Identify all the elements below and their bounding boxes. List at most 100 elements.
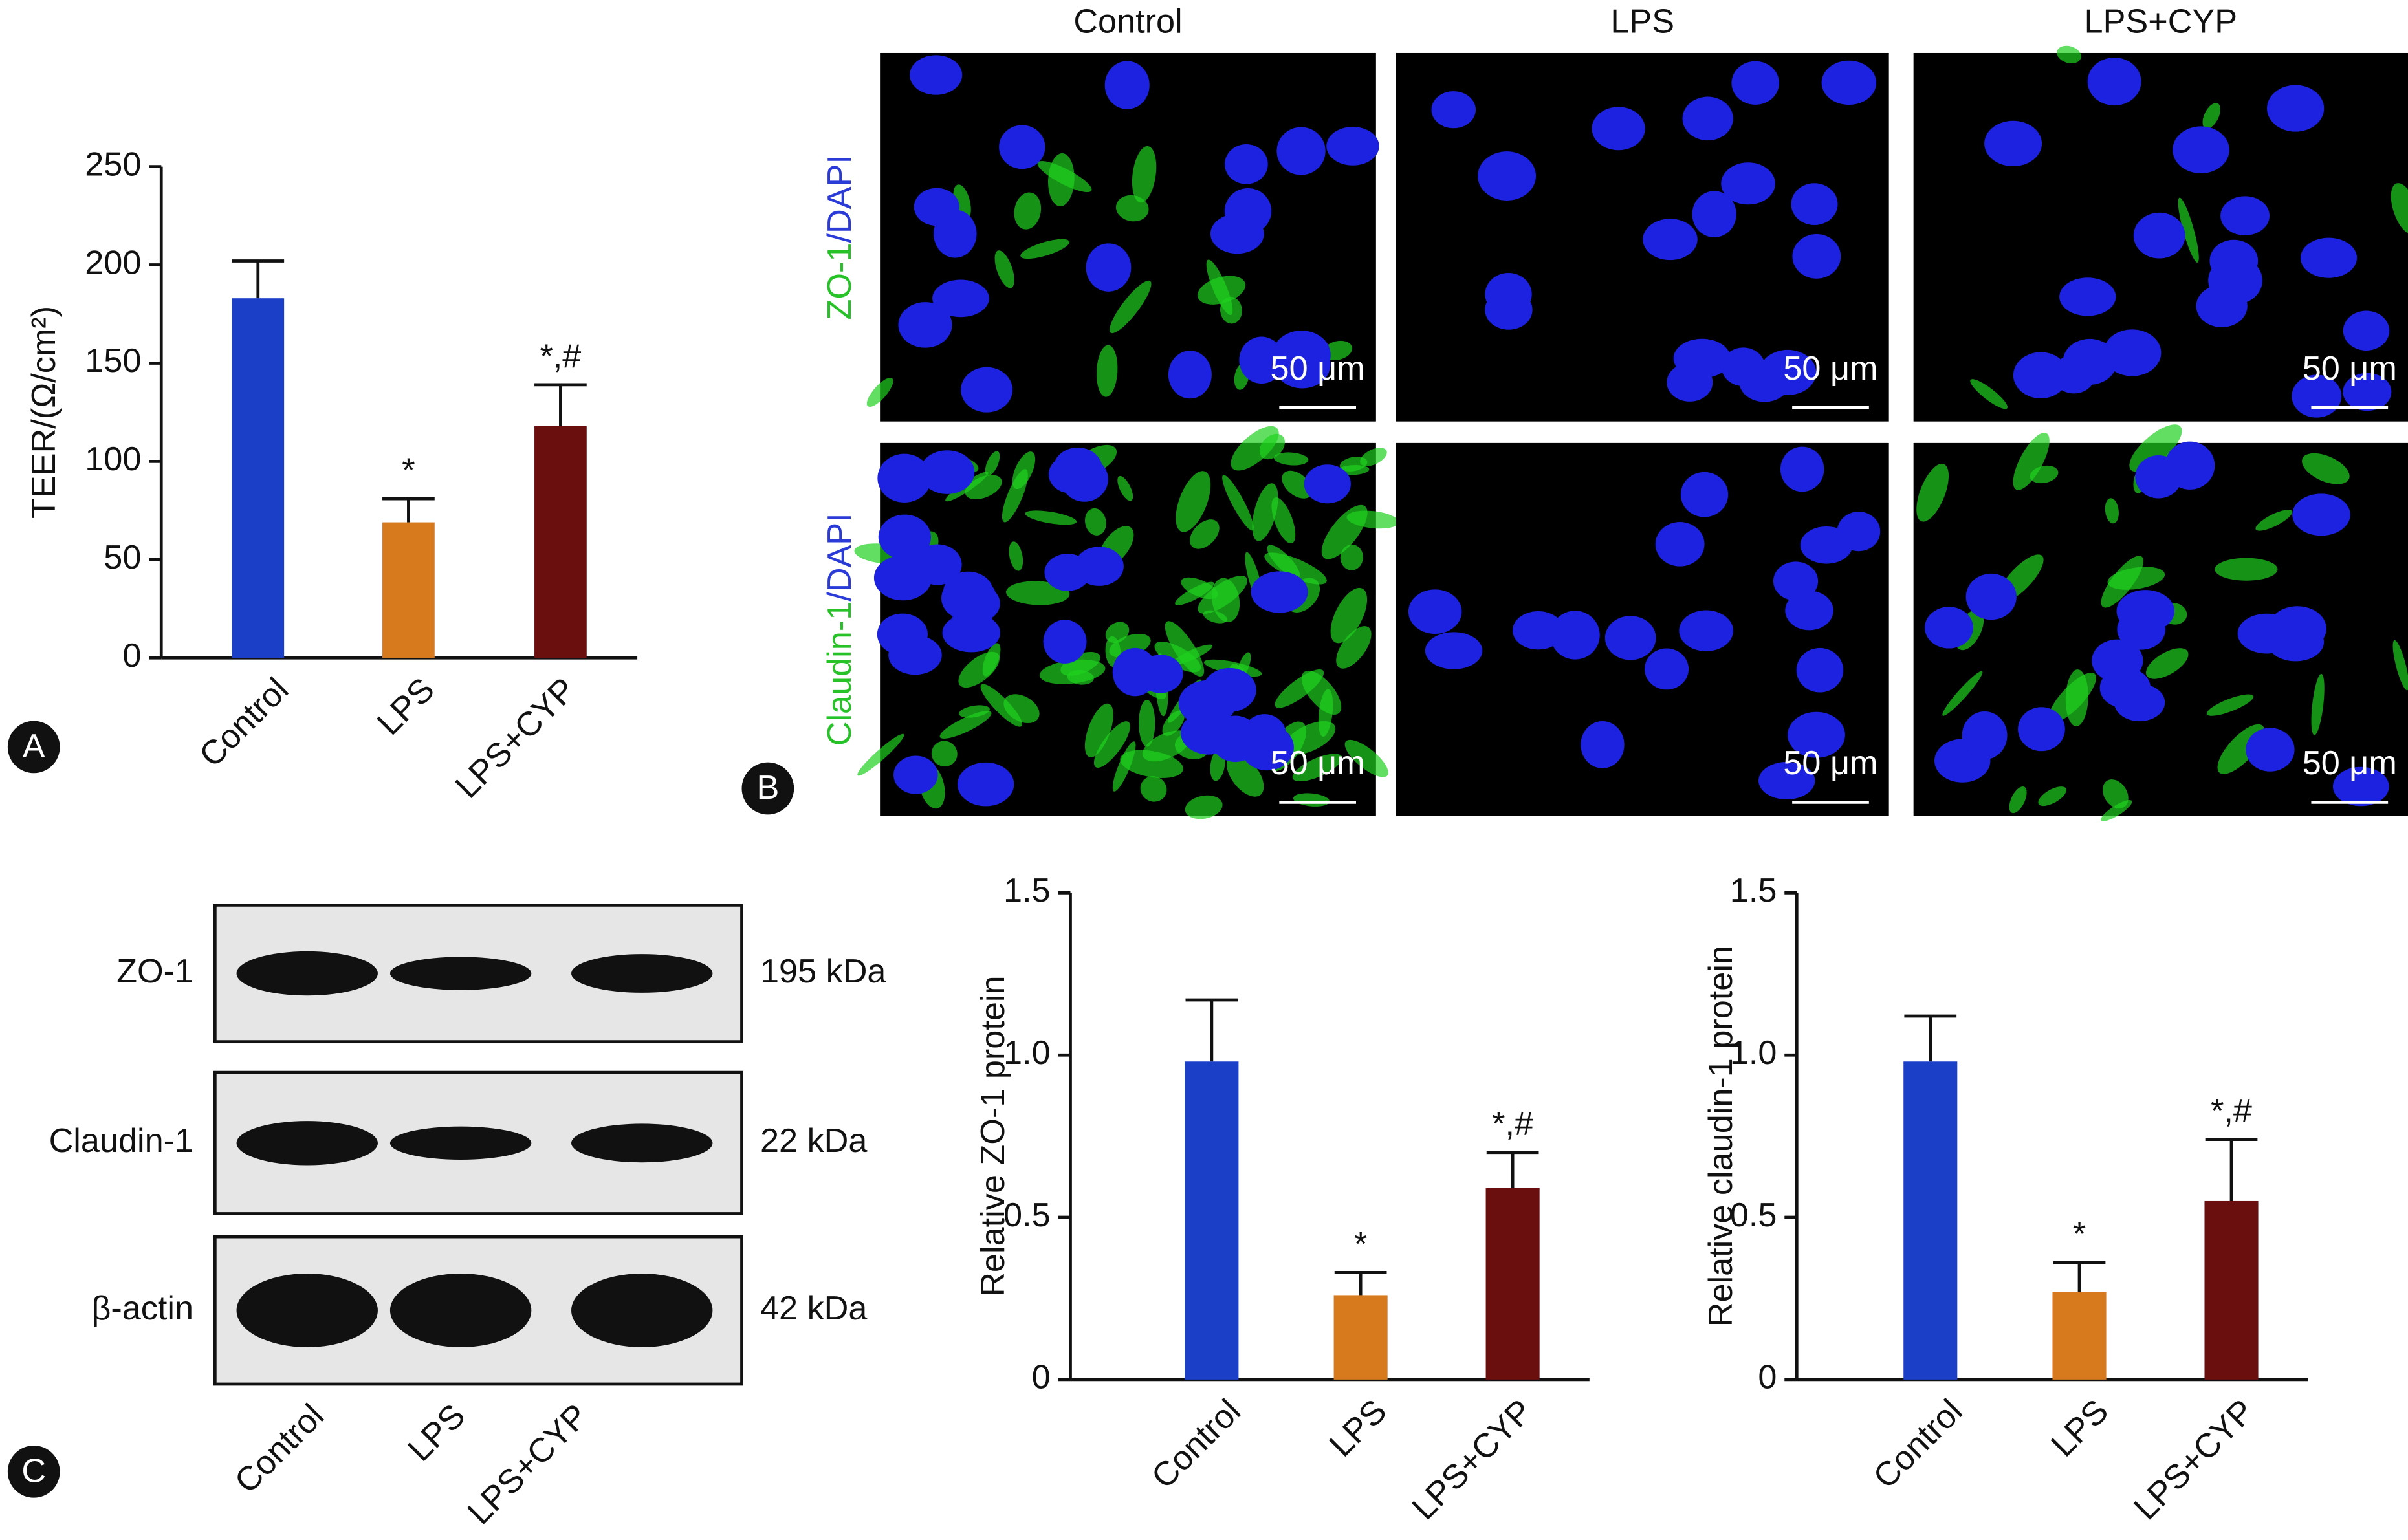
green-stain <box>1025 510 1077 525</box>
green-stain <box>980 684 1022 727</box>
panel-badge <box>7 721 60 774</box>
green-stain <box>958 651 1000 688</box>
x-tick-label: LPS <box>1322 1393 1394 1464</box>
protein-label: β-actin <box>91 1290 193 1327</box>
green-stain <box>1197 276 1246 305</box>
green-stain <box>1231 426 1279 471</box>
nucleus <box>1431 91 1476 129</box>
green-stain <box>1336 626 1372 669</box>
nucleus <box>2267 622 2325 662</box>
green-stain <box>2057 45 2081 63</box>
y-tick-label: 200 <box>85 244 141 281</box>
column-title: Control <box>1073 3 1182 41</box>
green-stain <box>2392 640 2408 691</box>
green-stain <box>1203 610 1227 624</box>
nucleus <box>2220 196 2270 235</box>
nucleus <box>2018 707 2065 752</box>
green-stain <box>994 250 1014 288</box>
band <box>236 951 378 996</box>
y-tick-label: 0 <box>1758 1359 1777 1396</box>
nucleus <box>2267 85 2325 132</box>
green-stain <box>931 741 958 767</box>
significance-label: *,# <box>1492 1105 1533 1143</box>
green-stain <box>1227 754 1264 797</box>
y-tick-label: 0 <box>1032 1359 1051 1396</box>
nucleus <box>1239 336 1284 384</box>
x-tick-label: Control <box>1866 1393 1970 1496</box>
nucleus <box>2165 441 2215 490</box>
nucleus <box>1512 611 1564 650</box>
x-tick-label: Control <box>1144 1393 1248 1496</box>
green-stain <box>1292 754 1342 782</box>
nucleus <box>1550 611 1600 660</box>
green-stain <box>1252 483 1278 541</box>
significance-label: * <box>2073 1216 2086 1253</box>
nucleus <box>1655 522 1705 567</box>
scale-bar-label: 50 μm <box>2303 744 2397 782</box>
green-stain <box>1301 670 1342 715</box>
nucleus <box>1104 61 1150 109</box>
panel-label: A <box>23 728 45 765</box>
green-stain <box>1093 721 1130 768</box>
green-stain <box>2129 424 2182 472</box>
x-tick-label: LPS <box>370 671 442 743</box>
nucleus <box>1796 647 1844 693</box>
nucleus <box>932 279 989 318</box>
lane-label: Control <box>228 1397 331 1501</box>
y-tick-label: 1.5 <box>1003 872 1051 909</box>
green-stain <box>2311 673 2325 735</box>
green-stain <box>2255 510 2293 531</box>
band <box>236 1274 378 1348</box>
bar <box>2204 1200 2259 1380</box>
nucleus <box>919 450 975 494</box>
nucleus <box>1112 647 1158 697</box>
nucleus <box>1773 561 1819 601</box>
bar <box>2052 1292 2107 1380</box>
nucleus <box>1682 96 1733 141</box>
nucleus <box>2087 58 2141 106</box>
green-stain <box>1282 470 1312 499</box>
nucleus <box>1168 351 1212 399</box>
scale-bar-label: 50 μm <box>1783 744 1877 782</box>
significance-label: * <box>402 452 415 490</box>
nucleus <box>1788 711 1845 758</box>
green-stain <box>1096 345 1118 397</box>
nucleus <box>2246 728 2295 772</box>
green-stain <box>2391 183 2408 235</box>
green-stain <box>1190 519 1220 549</box>
nucleus <box>1408 589 1462 634</box>
green-stain <box>1185 795 1223 819</box>
green-stain <box>1916 463 1949 522</box>
bar <box>1333 1295 1388 1380</box>
size-label: 22 kDa <box>760 1122 868 1160</box>
green-stain <box>1360 448 1387 466</box>
nucleus <box>948 607 995 651</box>
y-axis-label: TEER/(Ω/cm²) <box>25 306 63 519</box>
band <box>389 957 532 990</box>
green-stain <box>1211 578 1240 622</box>
nucleus <box>1721 347 1766 386</box>
green-stain <box>1330 587 1368 644</box>
row-label-part: ZO-1 <box>821 243 859 320</box>
y-tick-label: 0.5 <box>1003 1197 1051 1234</box>
micrographs: Control LPS LPS+CYP ZO-1/DAPI 50 μm 50 μm 50 μ… <box>821 3 2408 821</box>
bar <box>1485 1188 1540 1380</box>
row-label-part: /DAPI <box>821 155 859 243</box>
band <box>389 1126 532 1160</box>
nucleus <box>1044 554 1091 591</box>
green-stain <box>1321 504 1368 559</box>
row-label: Claudin-1/DAPI <box>821 513 859 746</box>
row-label: ZO-1/DAPI <box>821 155 859 320</box>
nucleus <box>2103 329 2162 376</box>
nucleus <box>1759 349 1817 395</box>
nucleus <box>1086 243 1132 292</box>
nucleus <box>1425 632 1483 669</box>
green-stain <box>1140 776 1167 802</box>
nucleus <box>1821 60 1877 105</box>
green-stain <box>2302 453 2350 484</box>
green-stain <box>1014 192 1042 230</box>
nucleus <box>1251 571 1308 613</box>
band <box>236 1121 378 1166</box>
significance-label: * <box>1354 1226 1367 1263</box>
